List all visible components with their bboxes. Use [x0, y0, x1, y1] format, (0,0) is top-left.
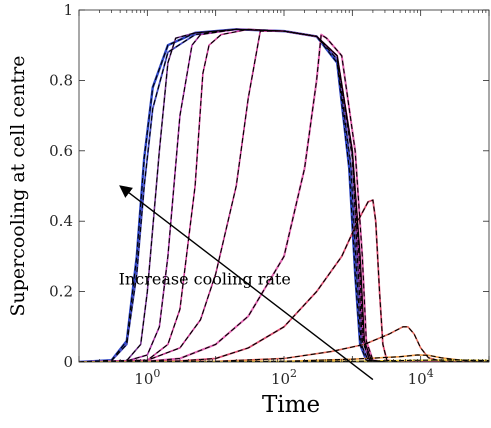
reference-dashed-line-10 [79, 354, 489, 362]
reference-dashed-line-9 [79, 326, 489, 362]
y-tick-label: 0.4 [49, 212, 73, 230]
reference-dashed-line-8 [79, 199, 489, 362]
x-tick-label: 102 [271, 367, 297, 388]
increase-cooling-rate-label: Increase cooling rate [119, 270, 291, 289]
plot-area [79, 10, 489, 362]
reference-dashed-line-7 [79, 33, 489, 362]
reference-dashed-line-6 [79, 30, 489, 362]
reference-dashed-line-3 [79, 28, 489, 362]
increase-cooling-rate-arrow [119, 185, 374, 381]
y-axis-label: Supercooling at cell centre [7, 55, 29, 316]
x-axis-label: Time [262, 392, 320, 418]
x-tick-label: 100 [134, 367, 160, 388]
reference-dashed-line-11 [79, 359, 489, 362]
y-tick-label: 0.6 [49, 142, 73, 160]
y-tick-label: 1 [63, 1, 73, 19]
reference-layer [79, 28, 489, 362]
y-tick-label: 0.2 [49, 283, 73, 301]
y-tick-label: 0.8 [49, 71, 73, 89]
x-tick-label: 104 [408, 367, 434, 388]
axis-layer: 100 102 104 0 0.2 0.4 0.6 0.8 1 [49, 1, 490, 388]
y-tick-label: 0 [63, 353, 73, 371]
